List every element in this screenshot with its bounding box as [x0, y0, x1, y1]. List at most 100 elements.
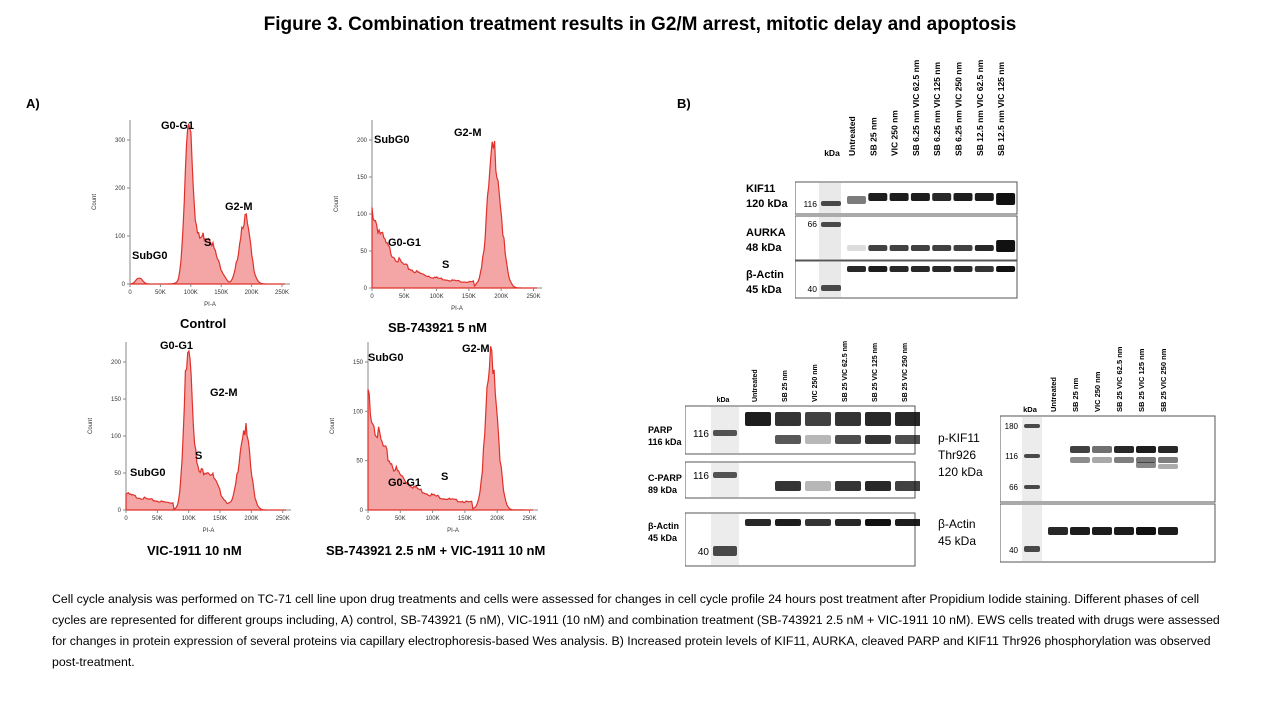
x-tick-label: 200K [244, 516, 258, 522]
marker-label: 116 [803, 199, 817, 209]
cparp-kda-label: 89 kDa [648, 485, 678, 495]
marker-label: 40 [698, 547, 710, 558]
blot-band [835, 519, 861, 526]
y-tick-label: 100 [111, 434, 122, 440]
ladder-lane [1022, 505, 1042, 561]
blot-band [821, 285, 841, 291]
lane-label: SB 25 VIC 250 nm [1159, 348, 1168, 412]
blot-band [910, 266, 930, 272]
marker-label: 180 [1005, 422, 1019, 431]
blot-band [1092, 446, 1112, 453]
ladder-lane [819, 262, 841, 297]
y-tick-label: 100 [353, 409, 364, 415]
phase-label-s: S [195, 450, 202, 462]
lane-label: SB 25 VIC 62.5 nm [1115, 346, 1124, 412]
blot-band [895, 481, 921, 491]
phase-label-s: S [442, 259, 449, 271]
kda-header: kDa [824, 148, 840, 158]
blot-band [775, 519, 801, 526]
panel-a-label: A) [26, 96, 40, 111]
blot-band [775, 481, 801, 491]
blot-band [1024, 485, 1040, 489]
y-tick-label: 150 [111, 397, 122, 403]
y-tick-label: 0 [118, 508, 122, 514]
actin3-kda-label: 45 kDa [938, 534, 977, 548]
aurka-label: AURKA [746, 227, 786, 239]
blot1: kDa Untreated SB 25 nm VIC 250 nm SB 6.25 nm… [794, 59, 1025, 305]
blot-band [821, 201, 841, 206]
blot-band [1092, 527, 1112, 535]
ladder-lane [819, 183, 841, 213]
actin3-label: β-Actin [938, 517, 976, 531]
blot-band [805, 519, 831, 526]
blot-band [835, 435, 861, 444]
x-tick-label: 50K [395, 516, 406, 522]
marker-label: 40 [808, 284, 818, 294]
blot-band [835, 412, 861, 426]
blot-band [1136, 462, 1156, 468]
caption-text: Cell cycle analysis was performed on TC-… [52, 592, 1220, 669]
x-tick-label: 100K [184, 290, 198, 296]
histogram-control-caption: Control [180, 316, 227, 331]
figure-caption: Cell cycle analysis was performed on TC-… [52, 589, 1232, 673]
x-tick-label: 100K [426, 516, 440, 522]
x-tick-label: 250K [522, 516, 536, 522]
y-tick-label: 150 [357, 175, 368, 181]
lane-label: Untreated [752, 369, 759, 402]
histogram-area [129, 123, 285, 285]
histogram-area [371, 140, 537, 289]
blot-band [1158, 446, 1178, 453]
x-tick-label: 250K [275, 290, 289, 296]
y-axis-label: Count [334, 196, 340, 212]
phase-label-subg0: SubG0 [132, 250, 167, 262]
phase-label-subg0: SubG0 [374, 134, 409, 146]
aurka-kda-label: 48 kDa [746, 242, 782, 254]
y-axis-label: Count [330, 418, 336, 434]
x-tick-label: 150K [458, 516, 472, 522]
kda-header: kDa [1023, 405, 1038, 414]
blot-band [1070, 446, 1090, 453]
blot3: kDa Untreated SB 25 nm VIC 250 nm SB 25 VIC … [999, 338, 1220, 575]
lane-label: SB 12.5 nm VIC 125 nm [996, 62, 1006, 156]
phase-label-g2m: G2-M [210, 387, 238, 399]
blot-band [1024, 454, 1040, 458]
histogram-sb5-caption: SB-743921 5 nM [388, 320, 487, 335]
phase-label-g0g1: G0-G1 [160, 340, 193, 352]
blot-band [1158, 464, 1178, 469]
x-tick-label: 100K [430, 294, 444, 300]
phase-label-s: S [204, 237, 211, 249]
blot-band [932, 245, 952, 251]
blot-band [805, 435, 831, 444]
blot-band [847, 266, 866, 272]
blot-band [1114, 527, 1134, 535]
y-tick-label: 0 [122, 282, 126, 288]
x-tick-label: 0 [124, 516, 128, 522]
blot-band [713, 430, 737, 436]
pkif11-label: p-KIF11 [938, 431, 980, 445]
lane-label: SB 25 nm [868, 117, 878, 156]
blot-band [932, 193, 952, 201]
phase-label-g2m: G2-M [454, 127, 482, 139]
kif11-kda-label: 120 kDa [746, 198, 788, 210]
blot-band [868, 193, 888, 201]
blot-band [910, 193, 930, 201]
blot-band [805, 481, 831, 491]
blot-band [821, 222, 841, 227]
blot-band [865, 519, 891, 526]
lane-label: SB 6.25 nm VIC 250 nm [954, 62, 964, 156]
lane-label: VIC 250 nm [1093, 371, 1102, 412]
blot-band [895, 435, 921, 444]
blot-band [847, 196, 866, 204]
actin-label: β-Actin [746, 269, 784, 281]
marker-label: 66 [1009, 483, 1018, 492]
blot-band [1158, 457, 1178, 463]
histogram-vic10: 0 50 100 150 200 0 50K 100K 150K 200K 250K PI-A Coun… [84, 334, 294, 544]
y-tick-label: 50 [360, 249, 367, 255]
blot-band [865, 412, 891, 426]
blot1-row-labels: KIF11 120 kDa AURKA 48 kDa β-Actin 45 kD… [746, 182, 788, 298]
x-tick-label: 50K [399, 294, 410, 300]
blot-band [745, 412, 771, 426]
lane-label: VIC 250 nm [812, 364, 819, 402]
y-axis-label: Count [88, 418, 94, 434]
blot-band [953, 245, 973, 251]
